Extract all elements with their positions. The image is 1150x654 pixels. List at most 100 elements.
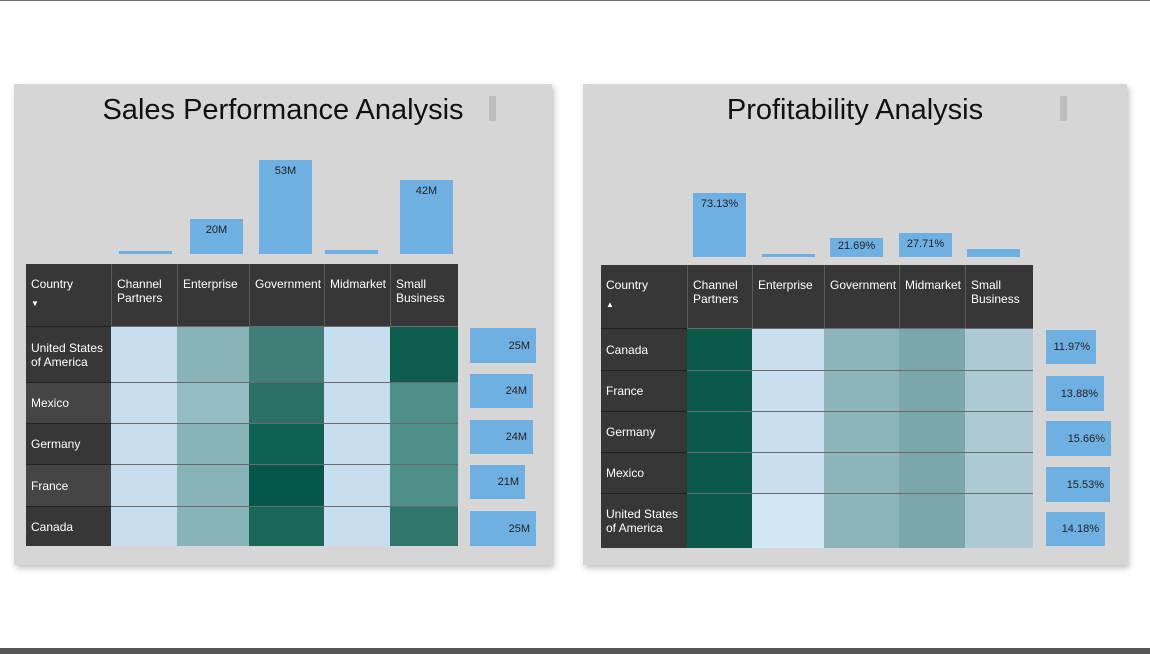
column-header[interactable]: Small Business: [390, 264, 458, 326]
heatmap-cell[interactable]: [249, 382, 324, 423]
heatmap-cell[interactable]: [824, 452, 899, 493]
column-header[interactable]: Government: [824, 265, 899, 328]
heatmap-cell[interactable]: [965, 411, 1033, 452]
heatmap-cell[interactable]: [249, 464, 324, 506]
heatmap-cell[interactable]: [752, 411, 824, 452]
row-total-bar[interactable]: 24M: [470, 374, 533, 408]
row-total-bar[interactable]: 15.53%: [1046, 467, 1110, 502]
column-header-country[interactable]: Country ▲: [601, 265, 687, 328]
heatmap-cell[interactable]: [899, 370, 965, 411]
heatmap-cell[interactable]: [324, 382, 390, 423]
row-label[interactable]: Germany: [601, 411, 687, 452]
heatmap-cell[interactable]: [899, 328, 965, 370]
heatmap-cell[interactable]: [324, 506, 390, 546]
heatmap-cell[interactable]: [249, 326, 324, 382]
row-total-label: 15.53%: [1066, 478, 1104, 491]
heatmap-cell[interactable]: [324, 423, 390, 464]
heatmap-cell[interactable]: [177, 326, 249, 382]
row-total-bar[interactable]: 25M: [470, 511, 536, 546]
row-total-bar[interactable]: 11.97%: [1046, 330, 1096, 364]
row-label[interactable]: United States of America: [26, 326, 111, 382]
row-label[interactable]: Mexico: [601, 452, 687, 493]
column-total-bar[interactable]: 53M: [259, 160, 312, 254]
heatmap-cell[interactable]: [390, 506, 458, 546]
panel-resize-handle[interactable]: [489, 96, 496, 121]
column-total-bar[interactable]: 21.69%: [830, 238, 883, 257]
column-total-bar[interactable]: 27.71%: [899, 233, 952, 257]
heatmap-cell[interactable]: [687, 452, 752, 493]
row-total-label: 14.18%: [1061, 523, 1099, 535]
heatmap-cell[interactable]: [899, 411, 965, 452]
heatmap-cell[interactable]: [899, 493, 965, 548]
heatmap-cell[interactable]: [111, 506, 177, 546]
heatmap-cell[interactable]: [177, 423, 249, 464]
heatmap-cell[interactable]: [390, 326, 458, 382]
heatmap-cell[interactable]: [687, 411, 752, 452]
column-total-bar[interactable]: [762, 254, 815, 257]
column-header[interactable]: Midmarket: [899, 265, 965, 328]
column-total-bar[interactable]: [325, 250, 378, 254]
heatmap-cell[interactable]: [965, 370, 1033, 411]
row-total-bar[interactable]: 15.66%: [1046, 421, 1111, 456]
heatmap-cell[interactable]: [324, 326, 390, 382]
row-label[interactable]: Mexico: [26, 382, 111, 423]
heatmap-cell[interactable]: [390, 464, 458, 506]
row-total-bar[interactable]: 14.18%: [1046, 512, 1105, 546]
heatmap-cell[interactable]: [824, 493, 899, 548]
row-label[interactable]: France: [26, 464, 111, 506]
row-label-text: United States of America: [606, 507, 679, 535]
column-total-bar[interactable]: 73.13%: [693, 193, 746, 257]
panel-resize-handle[interactable]: [1060, 96, 1067, 121]
heatmap-cell[interactable]: [965, 452, 1033, 493]
heatmap-cell[interactable]: [824, 370, 899, 411]
heatmap-cell[interactable]: [324, 464, 390, 506]
heatmap-cell[interactable]: [687, 493, 752, 548]
heatmap-cell[interactable]: [177, 464, 249, 506]
row-label[interactable]: Canada: [26, 506, 111, 546]
heatmap-cell[interactable]: [249, 423, 324, 464]
heatmap-cell[interactable]: [824, 411, 899, 452]
sort-arrow-icon[interactable]: ▲: [606, 300, 614, 309]
row-label[interactable]: Germany: [26, 423, 111, 464]
heatmap-cell[interactable]: [177, 506, 249, 546]
column-total-bar[interactable]: 42M: [400, 180, 453, 254]
heatmap-cell[interactable]: [752, 370, 824, 411]
heatmap-cell[interactable]: [899, 452, 965, 493]
column-total-bar[interactable]: [967, 249, 1020, 257]
heatmap-cell[interactable]: [111, 464, 177, 506]
heatmap-cell[interactable]: [111, 326, 177, 382]
row-total-bar[interactable]: 25M: [470, 328, 536, 363]
heatmap-cell[interactable]: [390, 423, 458, 464]
sort-arrow-icon[interactable]: ▼: [31, 299, 39, 308]
column-header-country[interactable]: Country ▼: [26, 264, 111, 326]
heatmap-cell[interactable]: [111, 423, 177, 464]
heatmap-cell[interactable]: [752, 328, 824, 370]
heatmap-cell[interactable]: [687, 370, 752, 411]
heatmap-cell[interactable]: [249, 506, 324, 546]
heatmap-cell[interactable]: [390, 382, 458, 423]
row-total-bar[interactable]: 21M: [470, 465, 525, 499]
heatmap-cell[interactable]: [965, 328, 1033, 370]
heatmap-cell[interactable]: [177, 382, 249, 423]
column-header[interactable]: Channel Partners: [687, 265, 752, 328]
row-total-bar[interactable]: 13.88%: [1046, 376, 1104, 411]
column-total-bar[interactable]: [119, 251, 172, 254]
heatmap-cell[interactable]: [752, 493, 824, 548]
row-total-bar[interactable]: 24M: [470, 420, 533, 454]
row-label[interactable]: United States of America: [601, 493, 687, 548]
column-total-label: 27.71%: [906, 238, 945, 250]
heatmap-cell[interactable]: [752, 452, 824, 493]
column-header[interactable]: Government: [249, 264, 324, 326]
row-label[interactable]: France: [601, 370, 687, 411]
column-header[interactable]: Small Business: [965, 265, 1033, 328]
column-header[interactable]: Midmarket: [324, 264, 390, 326]
heatmap-cell[interactable]: [687, 328, 752, 370]
heatmap-cell[interactable]: [965, 493, 1033, 548]
column-header[interactable]: Channel Partners: [111, 264, 177, 326]
column-total-bar[interactable]: 20M: [190, 219, 243, 254]
row-label[interactable]: Canada: [601, 328, 687, 370]
column-header[interactable]: Enterprise: [752, 265, 824, 328]
heatmap-cell[interactable]: [111, 382, 177, 423]
heatmap-cell[interactable]: [824, 328, 899, 370]
column-header[interactable]: Enterprise: [177, 264, 249, 326]
